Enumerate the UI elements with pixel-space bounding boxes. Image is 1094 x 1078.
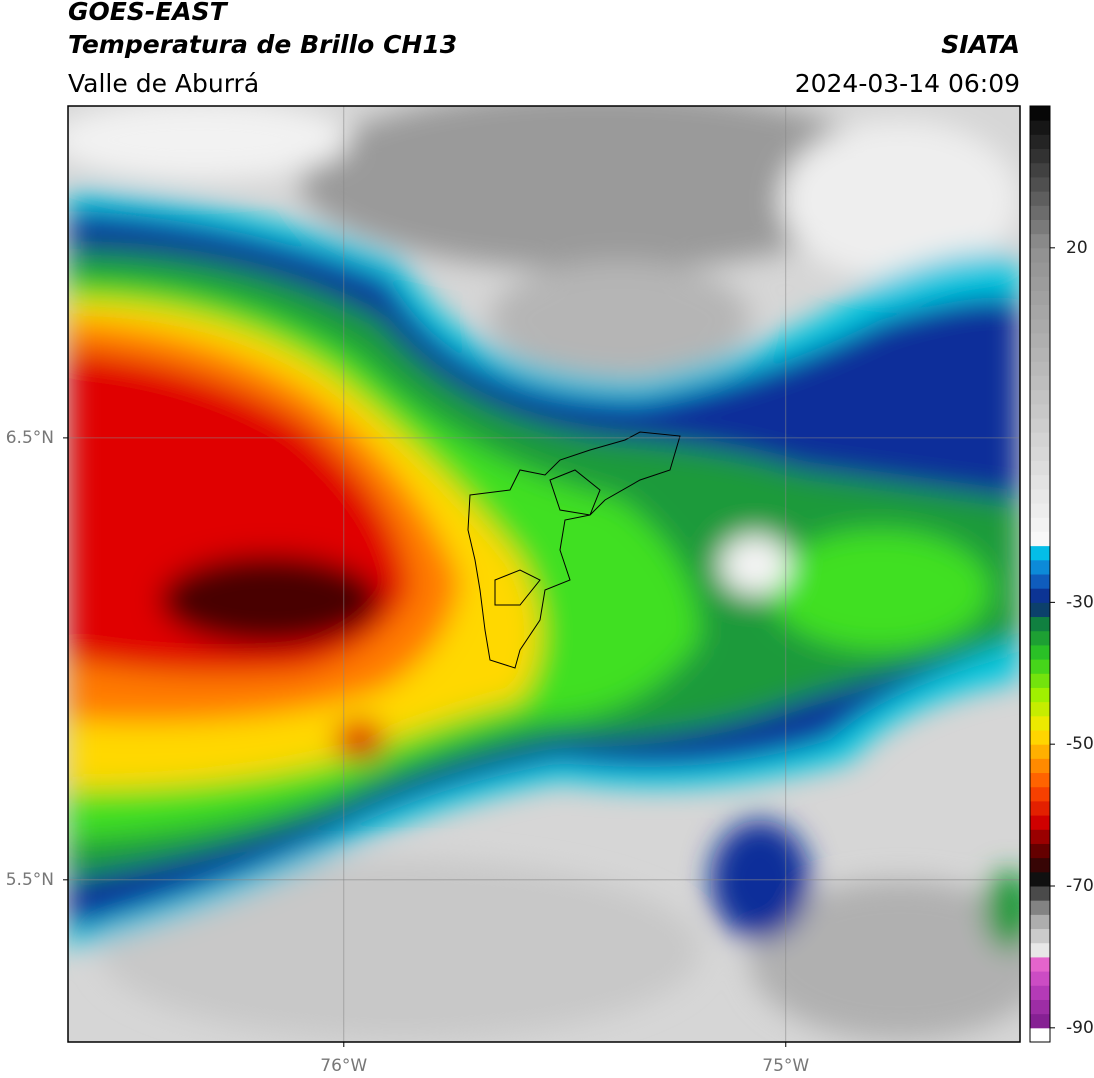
colorbar-swatch xyxy=(1030,914,1050,930)
colorbar-swatch xyxy=(1030,730,1050,745)
colorbar-swatch xyxy=(1030,176,1050,192)
colorbar-tick-label: -90 xyxy=(1066,1018,1094,1038)
colorbar-swatch xyxy=(1030,559,1050,575)
colorbar-swatch xyxy=(1030,191,1050,206)
colorbar-frame xyxy=(1029,105,1051,1043)
colorbar-tick-label: 20 xyxy=(1066,238,1088,258)
colorbar-swatch xyxy=(1030,531,1050,547)
colorbar-swatch xyxy=(1030,347,1050,362)
colorbar-swatch xyxy=(1030,602,1050,618)
colorbar-swatch xyxy=(1030,857,1050,873)
colorbar-swatch xyxy=(1030,389,1050,405)
colorbar-swatch xyxy=(1030,162,1050,178)
colorbar-swatch xyxy=(1030,928,1050,944)
colorbar-swatch xyxy=(1030,120,1050,135)
colorbar-swatch xyxy=(1030,687,1050,703)
colorbar-swatch xyxy=(1030,588,1050,603)
colorbar-swatch xyxy=(1030,418,1050,433)
colorbar-swatch xyxy=(1030,148,1050,164)
source: SIATA xyxy=(941,30,1020,59)
colorbar-swatch xyxy=(1030,106,1050,121)
map-frame xyxy=(67,105,1021,1043)
subtitle: Temperatura de Brillo CH13 xyxy=(68,30,457,59)
colorbar xyxy=(1030,106,1055,1043)
colorbar-swatch xyxy=(1030,644,1050,660)
colorbar-swatch xyxy=(1030,219,1050,235)
colorbar-swatch xyxy=(1030,999,1050,1015)
municipality-outlines xyxy=(467,431,681,669)
y-tick-label: 6.5°N xyxy=(6,428,54,448)
colorbar-swatch xyxy=(1030,488,1050,504)
colorbar-swatch xyxy=(1030,659,1050,674)
cloud-field xyxy=(68,106,1020,1040)
datetime: 2024-03-14 06:09 xyxy=(795,69,1020,98)
colorbar-swatch xyxy=(1030,985,1050,1000)
colorbar-swatch xyxy=(1030,616,1050,632)
grid xyxy=(63,106,1020,1047)
colorbar-swatch xyxy=(1030,815,1050,830)
colorbar-swatch xyxy=(1030,403,1050,419)
colorbar-swatch xyxy=(1030,460,1050,476)
colorbar-swatch xyxy=(1030,829,1050,844)
colorbar-swatch xyxy=(1030,786,1050,802)
colorbar-tick-label: -50 xyxy=(1066,734,1094,754)
colorbar-swatch xyxy=(1030,290,1050,306)
colorbar-swatch xyxy=(1030,715,1050,731)
colorbar-tick-label: -70 xyxy=(1066,876,1094,896)
colorbar-swatch xyxy=(1030,1027,1050,1043)
colorbar-swatch xyxy=(1030,871,1050,887)
colorbar-swatch xyxy=(1030,574,1050,589)
colorbar-swatch xyxy=(1030,956,1050,972)
colorbar-swatch xyxy=(1030,744,1050,759)
colorbar-swatch xyxy=(1030,134,1050,150)
colorbar-swatch xyxy=(1030,886,1050,901)
colorbar-swatch xyxy=(1030,361,1050,376)
colorbar-swatch xyxy=(1030,900,1050,915)
colorbar-swatch xyxy=(1030,276,1050,291)
colorbar-tick-label: -30 xyxy=(1066,592,1094,612)
colorbar-swatch xyxy=(1030,630,1050,646)
colorbar-swatch xyxy=(1030,205,1050,220)
colorbar-swatch xyxy=(1030,446,1050,462)
colorbar-swatch xyxy=(1030,474,1050,490)
colorbar-swatch xyxy=(1030,318,1050,334)
colorbar-swatch xyxy=(1030,503,1050,518)
colorbar-swatch xyxy=(1030,545,1050,561)
y-tick-label: 5.5°N xyxy=(6,870,54,890)
colorbar-swatch xyxy=(1030,843,1050,859)
colorbar-swatch xyxy=(1030,233,1050,249)
colorbar-swatch xyxy=(1030,772,1050,788)
colorbar-swatch xyxy=(1030,673,1050,688)
colorbar-swatch xyxy=(1030,517,1050,532)
colorbar-swatch xyxy=(1030,758,1050,774)
x-tick-label: 75°W xyxy=(762,1056,809,1076)
x-tick-label: 76°W xyxy=(320,1056,367,1076)
region: Valle de Aburrá xyxy=(68,69,259,98)
colorbar-swatch xyxy=(1030,247,1050,263)
title: GOES-EAST xyxy=(68,0,229,26)
colorbar-swatch xyxy=(1030,375,1050,391)
colorbar-swatch xyxy=(1030,701,1050,717)
colorbar-swatch xyxy=(1030,304,1050,320)
satellite-image xyxy=(68,106,1020,1042)
colorbar-swatch xyxy=(1030,332,1050,348)
colorbar-swatch xyxy=(1030,262,1050,277)
colorbar-swatch xyxy=(1030,800,1050,816)
colorbar-swatch xyxy=(1030,1013,1050,1029)
colorbar-swatch xyxy=(1030,942,1050,958)
colorbar-swatch xyxy=(1030,971,1050,986)
colorbar-swatch xyxy=(1030,432,1050,447)
